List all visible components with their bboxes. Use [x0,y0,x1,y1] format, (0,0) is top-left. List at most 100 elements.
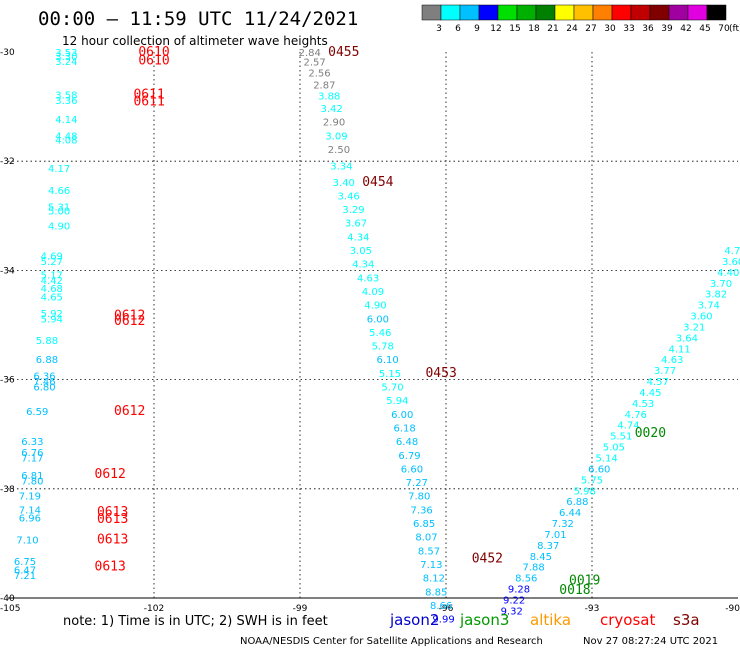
swh-value: 4.45 [639,388,661,399]
swh-value: 5.70 [381,383,403,394]
swh-value: 3.53 [55,48,77,59]
colorbar-swatch [478,4,499,21]
swh-value: 8.12 [423,574,445,585]
pass-time-label: 0020 [635,426,666,441]
legend-s3a: s3a [673,611,700,629]
swh-value: 4.09 [362,287,384,298]
swh-value: 4.76 [625,410,647,421]
colorbar-unit: (ft) [729,24,740,34]
data-points: 3.533.303.24 3.583.36 4.14 4.484.08 4.17 4.66… [14,48,740,626]
swh-value: 7.01 [544,530,566,541]
swh-value: 4.69 [41,251,63,262]
colorbar-tick-label: 27 [585,24,596,34]
swh-value: 8.85 [425,587,447,598]
swh-value: 6.80 [33,383,55,394]
pass-time-label: 0455 [328,45,359,60]
swh-value: 3.40 [333,178,355,189]
axis-ticks: -105 -102 -99 -96 -93 -90 -30 -32 -34 -36 -38 -40 [0,48,740,614]
swh-value: 8.66 [430,601,452,612]
pass-time-label: 0612 [114,404,145,419]
swh-value: 5.15 [379,369,401,380]
satellite-legend: jason2 jason3 altika cryosat s3a [389,611,700,629]
swh-value: 5.78 [372,342,394,353]
swh-value: 5.75 [581,475,603,486]
swh-value: 3.46 [338,191,360,202]
swh-value: 6.75 [14,557,36,568]
swh-value: 3.60 [690,312,712,323]
colorbar-swatch [554,4,575,21]
swh-value: 8.57 [418,546,440,557]
swh-value: 4.34 [352,260,374,271]
swh-value: 8.07 [415,533,437,544]
pass-time-label: 0019 [569,573,600,588]
swh-value: 9.22 [503,595,525,606]
swh-value: 5.98 [574,486,596,497]
colorbar-tick-label: 12 [490,24,501,34]
swh-value: 6.88 [566,497,588,508]
colorbar-tick-label: 21 [547,24,558,34]
colorbar-swatch [459,4,480,21]
swh-value: 6.18 [394,423,416,434]
swh-value: 9.99 [432,615,454,626]
colorbar-swatch [706,4,727,21]
colorbar-tick-label: 33 [623,24,634,34]
swh-value: 5.46 [369,328,391,339]
pass-time-label: 0612 [114,314,145,329]
swh-value: 3.60 [722,257,740,268]
swh-value: 4.11 [668,344,690,355]
swh-value: 3.34 [330,161,352,172]
colorbar-tick-label: 36 [642,24,654,34]
colorbar-swatch [687,4,708,21]
y-tick-label: -32 [0,157,15,167]
colorbar-tick-label: 39 [661,24,673,34]
swh-value: 7.46 [33,377,55,388]
swh-value: 3.09 [325,131,347,142]
swh-value: 6.60 [401,464,423,475]
colorbar-swatch [497,4,518,21]
pass-time-label: 0018 [559,583,590,598]
swh-value: 4.63 [357,273,379,284]
swh-value: 9.32 [501,606,523,617]
pass-time-label: 0613 [97,532,128,547]
swh-value: 3.42 [321,104,343,115]
swh-value: 5.31 [48,202,70,213]
swh-value: 4.63 [661,355,683,366]
y-tick-label: -38 [0,485,15,495]
swh-value: 5.94 [386,396,408,407]
swh-value: 6.85 [413,519,435,530]
pass-time-label: 0611 [133,87,164,102]
swh-value: 7.14 [19,505,41,516]
swh-value: 4.34 [347,232,369,243]
swh-value: 4.57 [647,377,669,388]
swh-value: 3.24 [55,57,77,68]
grid-lines [8,52,738,598]
pass-time-label: 0613 [95,560,126,575]
swh-value: 3.77 [654,366,676,377]
colorbar-tick-label: 24 [566,24,578,34]
swh-value: 4.08 [55,136,77,147]
swh-value: 7.17 [21,454,43,465]
swh-value: 6.36 [33,372,55,383]
swh-value: 3.21 [683,322,705,333]
colorbar-tick-label: 30 [604,24,616,34]
swh-value: 6.88 [36,355,58,366]
swh-value: 4.17 [48,164,70,175]
pass-time-label: 0453 [425,366,456,381]
swh-value: 4.90 [364,301,386,312]
x-tick-label: -90 [725,604,740,614]
colorbar-swatch [421,4,442,21]
pass-time-label: 0613 [97,512,128,527]
colorbar-swatch [573,4,594,21]
swh-value: 6.59 [26,407,48,418]
swh-value: 8.56 [515,574,537,585]
swh-value: 2.50 [328,145,350,156]
swh-value: 5.88 [36,336,58,347]
colorbar-tick-label: 6 [455,24,461,34]
swh-value: 2.84 [299,48,321,59]
swh-value: 8.37 [537,541,559,552]
swh-value: 7.36 [411,505,433,516]
legend-jason3: jason3 [459,611,509,629]
colorbar-tick-label: 9 [474,24,480,34]
pass-time-label: 0452 [472,552,503,567]
